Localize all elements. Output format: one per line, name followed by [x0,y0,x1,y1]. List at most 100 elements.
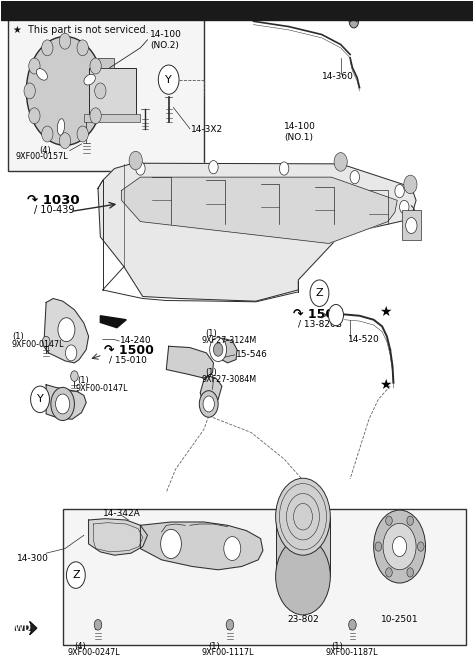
Circle shape [407,516,413,525]
Circle shape [77,126,88,142]
Circle shape [199,391,218,417]
Circle shape [407,567,413,577]
Circle shape [129,151,142,170]
Polygon shape [100,316,126,328]
Circle shape [136,162,145,175]
Text: Z: Z [316,288,323,298]
Bar [98,58,115,68]
Text: Y: Y [36,394,44,404]
Text: ★: ★ [379,305,392,319]
Text: (1): (1) [12,332,24,342]
Bar [402,210,421,240]
Bar [84,114,140,122]
Circle shape [43,61,51,73]
Circle shape [158,65,179,95]
Circle shape [109,76,125,99]
Circle shape [90,58,101,74]
Text: 9XF27-3084M: 9XF27-3084M [201,375,257,384]
Circle shape [90,108,101,124]
Text: 14-100
(NO.1): 14-100 (NO.1) [284,123,316,142]
Text: 14-300: 14-300 [17,554,48,563]
Polygon shape [44,298,89,363]
Text: 23-802: 23-802 [287,615,319,624]
Circle shape [55,394,70,414]
Text: (1): (1) [77,376,89,385]
Circle shape [29,58,40,74]
Polygon shape [166,346,213,378]
Text: 9XF00-0247L: 9XF00-0247L [67,648,120,657]
Ellipse shape [57,119,64,135]
Circle shape [404,175,417,194]
Circle shape [55,119,64,131]
Text: (1): (1) [331,641,343,651]
Polygon shape [89,519,147,555]
Circle shape [349,619,356,630]
Text: 14-342A: 14-342A [103,509,140,518]
Text: (1): (1) [205,368,217,378]
Bar [1,1,473,20]
Text: ↷ 1500: ↷ 1500 [292,308,343,321]
Text: 14-3X2: 14-3X2 [191,125,223,134]
Polygon shape [16,621,36,635]
Circle shape [400,200,409,214]
Text: 9XF27-3124M: 9XF27-3124M [201,336,257,345]
Circle shape [383,523,416,570]
Circle shape [224,537,241,561]
Text: / 15-010: / 15-010 [109,355,146,364]
Bar [9,8,204,170]
Circle shape [112,81,121,95]
Text: 15-546: 15-546 [236,350,267,360]
Ellipse shape [36,69,47,80]
Circle shape [84,75,92,87]
Text: (4): (4) [39,146,51,155]
Text: 14-360: 14-360 [322,72,354,81]
Circle shape [51,388,74,420]
Circle shape [66,51,75,63]
Polygon shape [121,177,397,244]
Text: 14-240: 14-240 [120,336,152,346]
Text: 9XF00-0147L: 9XF00-0147L [12,340,64,349]
Bar [63,509,465,645]
Circle shape [58,318,75,342]
Circle shape [94,619,102,630]
Text: / 10-439: / 10-439 [35,204,75,214]
Polygon shape [98,163,416,301]
Circle shape [24,83,36,99]
Circle shape [42,336,50,347]
Text: Z: Z [72,570,80,580]
Text: ★  This part is not serviced.: ★ This part is not serviced. [13,25,149,35]
Circle shape [203,396,214,412]
Circle shape [226,619,234,630]
Circle shape [37,95,46,107]
Ellipse shape [84,75,95,85]
Circle shape [161,529,182,559]
Circle shape [31,386,49,412]
Text: 9XF00-0157L: 9XF00-0157L [16,152,68,161]
Circle shape [334,153,347,171]
Circle shape [95,83,106,99]
Text: (1): (1) [208,641,219,651]
Circle shape [386,567,392,577]
Text: 14-100
(NO.2): 14-100 (NO.2) [150,30,182,49]
Text: / 13-820B: / 13-820B [298,320,342,329]
Circle shape [395,184,404,198]
Bar [276,517,330,576]
Circle shape [279,162,289,175]
Circle shape [65,345,77,361]
Polygon shape [200,376,222,410]
Circle shape [59,133,71,149]
Polygon shape [140,522,263,570]
Circle shape [71,371,78,382]
Circle shape [27,37,104,145]
Circle shape [386,516,392,525]
Text: Y: Y [165,75,172,85]
Circle shape [77,40,88,56]
Text: 10-2501: 10-2501 [381,615,419,624]
Circle shape [51,71,79,111]
Text: 9XF00-1117L: 9XF00-1117L [201,648,254,657]
Circle shape [213,343,223,356]
Text: (4): (4) [74,641,86,651]
Text: FWD: FWD [9,623,31,633]
Circle shape [210,338,227,362]
Circle shape [79,109,87,121]
